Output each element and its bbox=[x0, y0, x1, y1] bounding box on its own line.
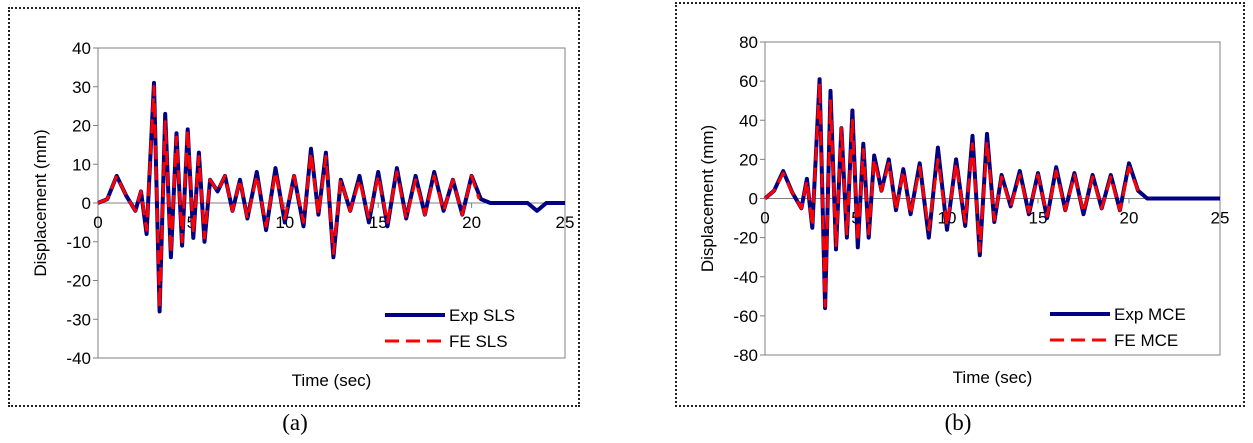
chart-frame-b bbox=[675, 2, 1245, 407]
series-line-fe bbox=[97, 85, 481, 310]
y-tick-label: 30 bbox=[72, 78, 91, 97]
y-tick-label: -30 bbox=[66, 310, 91, 329]
legend-label: Exp SLS bbox=[449, 306, 515, 325]
y-tick-label: 0 bbox=[82, 194, 91, 213]
caption-b: (b) bbox=[944, 410, 972, 435]
y-tick-label: 10 bbox=[72, 155, 91, 174]
caption-a: (a) bbox=[282, 410, 308, 435]
y-tick-label: -10 bbox=[66, 233, 91, 252]
x-tick-label: 20 bbox=[462, 213, 481, 232]
x-tick-label: 25 bbox=[556, 213, 575, 232]
chart-frame-a bbox=[8, 7, 580, 407]
y-tick-label: 40 bbox=[72, 39, 91, 58]
y-tick-label: -40 bbox=[66, 349, 91, 368]
x-tick-label: 0 bbox=[93, 213, 102, 232]
y-tick-label: -20 bbox=[66, 272, 91, 291]
x-axis-label: Time (sec) bbox=[292, 371, 372, 390]
legend-label: FE SLS bbox=[449, 332, 508, 351]
y-axis-label: Displacement (mm) bbox=[31, 129, 50, 276]
y-tick-label: 20 bbox=[72, 117, 91, 136]
x-tick-label: 15 bbox=[369, 213, 388, 232]
